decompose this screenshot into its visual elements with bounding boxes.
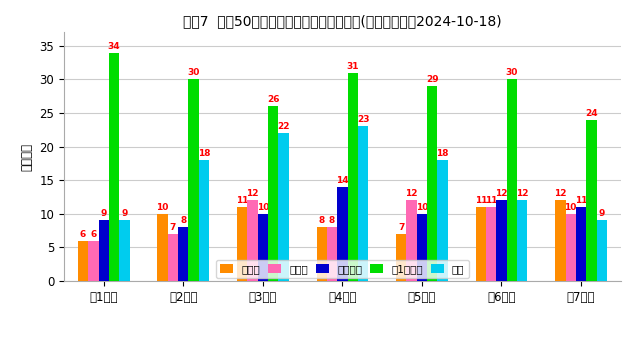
Text: 8: 8 [329,216,335,225]
Bar [199,160,209,281]
Text: 29: 29 [426,75,438,84]
Text: 9: 9 [100,210,107,219]
Bar [247,200,258,281]
Text: 14: 14 [336,176,349,185]
Bar [486,207,496,281]
Bar [417,214,427,281]
Text: 10: 10 [416,203,428,212]
Text: 12: 12 [495,189,508,198]
Text: 8: 8 [319,216,325,225]
Bar [237,207,247,281]
Y-axis label: 出現回数: 出現回数 [21,143,34,171]
Bar [517,200,527,281]
Bar [438,160,448,281]
Text: 23: 23 [357,115,369,124]
Bar [566,214,576,281]
Bar [99,220,109,281]
Text: 7: 7 [398,223,404,232]
Text: 10: 10 [564,203,577,212]
Bar [178,227,189,281]
Bar [507,80,517,281]
Text: 18: 18 [436,149,449,158]
Bar [358,126,368,281]
Text: 7: 7 [170,223,176,232]
Text: 12: 12 [405,189,418,198]
Bar [396,234,406,281]
Text: 31: 31 [346,62,359,71]
Bar [327,227,337,281]
Bar [119,220,130,281]
Text: 12: 12 [516,189,529,198]
Text: 11: 11 [485,196,497,205]
Text: 11: 11 [575,196,588,205]
Bar [109,53,119,281]
Text: 11: 11 [474,196,487,205]
Text: 22: 22 [277,122,290,131]
Text: 10: 10 [257,203,269,212]
Title: ロト7  直近50回の数字パターンの出現回数(最終抽選日：2024-10-18): ロト7 直近50回の数字パターンの出現回数(最終抽選日：2024-10-18) [183,14,502,28]
Text: 30: 30 [506,68,518,77]
Text: 8: 8 [180,216,186,225]
Text: 26: 26 [267,95,280,104]
Text: 18: 18 [198,149,211,158]
Bar [157,214,168,281]
Text: 6: 6 [90,230,97,239]
Bar [586,120,596,281]
Bar [348,73,358,281]
Text: 24: 24 [585,109,598,118]
Bar [337,187,348,281]
Text: 12: 12 [246,189,259,198]
Bar [268,106,278,281]
Bar [258,214,268,281]
Bar [406,200,417,281]
Bar [189,80,199,281]
Text: 30: 30 [188,68,200,77]
Text: 10: 10 [156,203,169,212]
Bar [555,200,566,281]
Text: 34: 34 [108,41,120,50]
Bar [78,240,88,281]
Text: 11: 11 [236,196,248,205]
Bar [88,240,99,281]
Text: 6: 6 [80,230,86,239]
Text: 9: 9 [598,210,605,219]
Bar [317,227,327,281]
Bar [496,200,507,281]
Legend: 前数字, 後数字, 継続数字, 下1桁数字, 連番: 前数字, 後数字, 継続数字, 下1桁数字, 連番 [216,260,468,278]
Bar [476,207,486,281]
Bar [596,220,607,281]
Bar [576,207,586,281]
Bar [278,133,289,281]
Text: 12: 12 [554,189,566,198]
Bar [427,86,438,281]
Text: 9: 9 [121,210,127,219]
Bar [168,234,178,281]
